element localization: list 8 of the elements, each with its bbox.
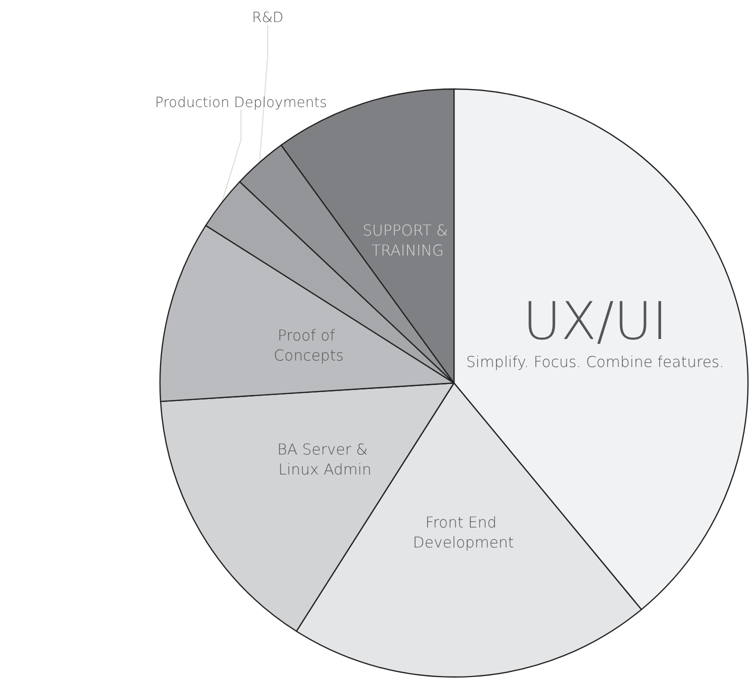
slice-label: Front End Development bbox=[412, 514, 514, 552]
slice-label: Proof of Concepts bbox=[274, 326, 344, 365]
slice-label: UX/UI bbox=[522, 292, 668, 352]
slice-label: BA Server & Linux Admin bbox=[277, 440, 373, 478]
slice-label: SUPPORT & TRAINING bbox=[362, 221, 453, 260]
slice-label: Production Deployments bbox=[155, 95, 327, 111]
text: Simplify. Focus. Combine features. bbox=[466, 353, 724, 372]
slice-label: R&D bbox=[252, 10, 284, 26]
